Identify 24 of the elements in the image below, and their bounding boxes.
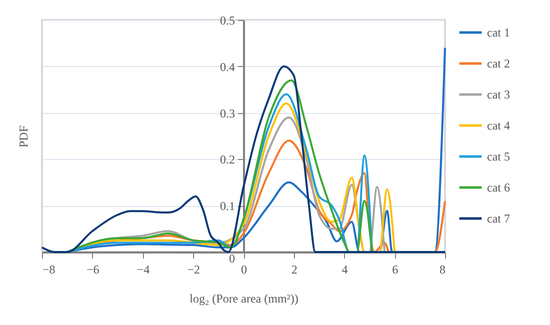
y-tick-label: 0.1 <box>220 199 235 214</box>
y-tick-label: 0.5 <box>220 14 235 28</box>
legend-label: cat 4 <box>487 118 510 132</box>
legend-label: cat 5 <box>487 150 510 164</box>
y-tick-label: 0 <box>229 252 235 266</box>
x-tick-label: 6 <box>392 262 398 276</box>
legend-label: cat 7 <box>487 212 510 226</box>
y-tick-label: 0.3 <box>220 106 235 120</box>
x-tick-label: −6 <box>86 262 100 276</box>
y-tick-label: 0.4 <box>220 60 235 74</box>
y-axis-title: PDF <box>16 125 30 148</box>
x-tick-label: −8 <box>42 262 56 276</box>
legend-label: cat 3 <box>487 88 510 102</box>
legend-label: cat 6 <box>487 180 510 194</box>
x-tick-label: −2 <box>187 262 200 276</box>
y-tick-label: 0.2 <box>220 152 235 167</box>
x-tick-label: 0 <box>241 262 247 276</box>
x-tick-label: 8 <box>440 262 446 276</box>
legend-label: cat 1 <box>487 26 510 40</box>
x-tick-label: 2 <box>291 262 298 276</box>
x-axis-title: log₂ (Pore area (mm²)) <box>190 292 298 306</box>
x-tick-label: −4 <box>136 262 150 276</box>
x-tick-label: 4 <box>342 262 348 276</box>
legend-label: cat 2 <box>487 56 510 70</box>
